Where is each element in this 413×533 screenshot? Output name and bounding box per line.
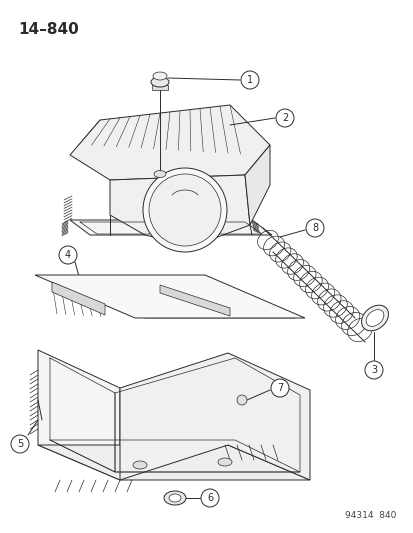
Polygon shape	[152, 85, 168, 90]
Polygon shape	[120, 353, 309, 480]
Text: 4: 4	[65, 250, 71, 260]
Polygon shape	[110, 175, 249, 242]
Text: 14–840: 14–840	[18, 22, 78, 37]
Circle shape	[59, 246, 77, 264]
Circle shape	[271, 379, 288, 397]
Ellipse shape	[218, 458, 231, 466]
Ellipse shape	[153, 72, 166, 80]
Circle shape	[11, 435, 29, 453]
Circle shape	[236, 395, 247, 405]
Ellipse shape	[365, 310, 383, 326]
Circle shape	[142, 168, 226, 252]
Polygon shape	[35, 275, 304, 318]
Polygon shape	[159, 285, 230, 316]
Polygon shape	[70, 220, 271, 235]
Polygon shape	[52, 282, 105, 315]
Ellipse shape	[151, 77, 169, 87]
Text: 1: 1	[246, 75, 252, 85]
Text: 3: 3	[370, 365, 376, 375]
Polygon shape	[244, 145, 269, 225]
Text: 94314  840: 94314 840	[344, 511, 395, 520]
Polygon shape	[70, 105, 269, 180]
Text: 5: 5	[17, 439, 23, 449]
Circle shape	[275, 109, 293, 127]
Text: 2: 2	[281, 113, 287, 123]
Ellipse shape	[154, 171, 166, 177]
Ellipse shape	[164, 491, 185, 505]
Ellipse shape	[361, 305, 387, 331]
Polygon shape	[38, 445, 309, 480]
Text: 7: 7	[276, 383, 282, 393]
Circle shape	[364, 361, 382, 379]
Text: 6: 6	[206, 493, 213, 503]
Circle shape	[305, 219, 323, 237]
Circle shape	[149, 174, 221, 246]
Ellipse shape	[169, 494, 180, 502]
Circle shape	[240, 71, 259, 89]
Circle shape	[201, 489, 218, 507]
Polygon shape	[38, 350, 120, 480]
Text: 8: 8	[311, 223, 317, 233]
Ellipse shape	[133, 461, 147, 469]
